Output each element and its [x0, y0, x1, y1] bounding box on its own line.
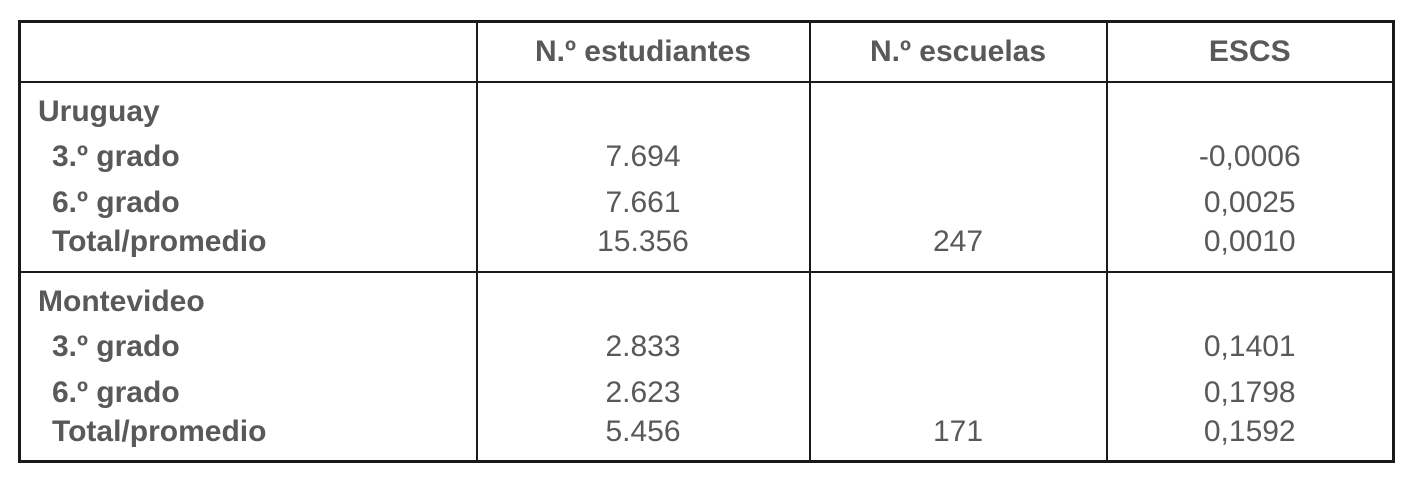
row-label: 3.º grado: [18, 133, 478, 180]
cell-estudiantes: 15.356: [475, 225, 811, 273]
row-label: Total/promedio: [18, 225, 478, 273]
cell-escuelas: [808, 179, 1108, 226]
cell-estudiantes: 7.661: [475, 179, 811, 226]
cell-escuelas: 171: [808, 415, 1108, 462]
table-cell-empty: [475, 81, 811, 134]
cell-escs: -0,0006: [1105, 133, 1395, 180]
table-cell-empty: [808, 81, 1108, 134]
cell-estudiantes: 7.694: [475, 133, 811, 180]
table-row-uruguay-total: Total/promedio 15.356 247 0,0010: [18, 225, 1395, 273]
table-cell-empty: [808, 271, 1108, 324]
table-cell-empty: [475, 271, 811, 324]
cell-escs: 0,1798: [1105, 369, 1395, 416]
row-label: Total/promedio: [18, 415, 478, 462]
cell-estudiantes: 2.833: [475, 323, 811, 370]
section-label: Montevideo: [18, 271, 478, 324]
row-label: 3.º grado: [18, 323, 478, 370]
col-header-estudiantes: N.º estudiantes: [475, 21, 811, 83]
cell-escs: 0,0025: [1105, 179, 1395, 226]
table-cell-empty: [1105, 81, 1395, 134]
row-label: 6.º grado: [18, 179, 478, 226]
summary-table-container: N.º estudiantes N.º escuelas ESCS Urugua…: [18, 20, 1395, 463]
cell-escuelas: 247: [808, 225, 1108, 273]
table-row-uruguay-grado3: 3.º grado 7.694 -0,0006: [18, 133, 1395, 180]
col-header-escs: ESCS: [1105, 21, 1395, 83]
header-row: N.º estudiantes N.º escuelas ESCS: [18, 21, 1395, 83]
table-cell-empty: [1105, 271, 1395, 324]
cell-escuelas: [808, 369, 1108, 416]
table-row-montevideo-grado3: 3.º grado 2.833 0,1401: [18, 323, 1395, 370]
table-row-uruguay-grado6: 6.º grado 7.661 0,0025: [18, 179, 1395, 226]
table-row-montevideo-total: Total/promedio 5.456 171 0,1592: [18, 415, 1395, 462]
cell-escuelas: [808, 133, 1108, 180]
section-label: Uruguay: [18, 81, 478, 134]
table-row-montevideo-grado6: 6.º grado 2.623 0,1798: [18, 369, 1395, 416]
cell-escuelas: [808, 323, 1108, 370]
cell-escs: 0,1592: [1105, 415, 1395, 462]
row-label: 6.º grado: [18, 369, 478, 416]
col-header-escuelas: N.º escuelas: [808, 21, 1108, 83]
cell-estudiantes: 2.623: [475, 369, 811, 416]
cell-estudiantes: 5.456: [475, 415, 811, 462]
cell-escs: 0,0010: [1105, 225, 1395, 273]
students-schools-escs-table: N.º estudiantes N.º escuelas ESCS Urugua…: [18, 20, 1395, 463]
section-row-uruguay: Uruguay: [18, 81, 1395, 134]
corner-cell: [18, 21, 478, 83]
section-row-montevideo: Montevideo: [18, 271, 1395, 324]
cell-escs: 0,1401: [1105, 323, 1395, 370]
